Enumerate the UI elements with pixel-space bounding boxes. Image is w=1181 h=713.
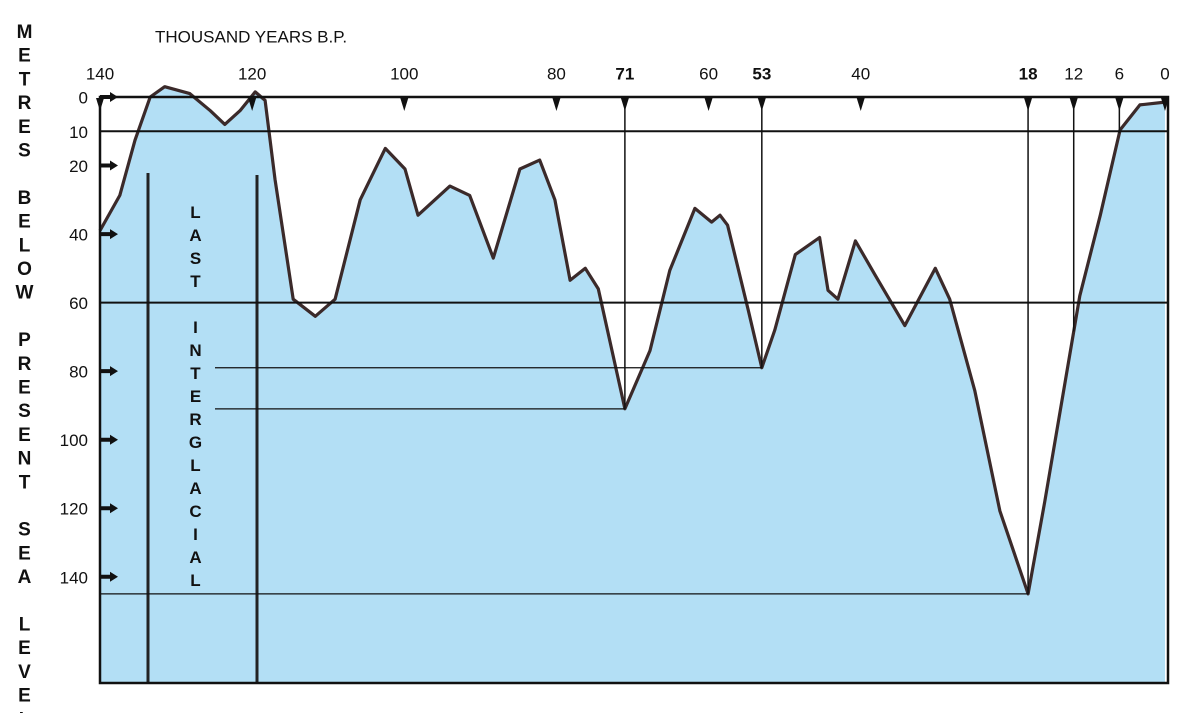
x-tick-label: 71: [615, 64, 634, 83]
x-tick-mark: [400, 98, 409, 111]
x-axis-label: THOUSAND YEARS B.P.: [155, 27, 347, 46]
x-tick-label: 80: [547, 64, 566, 83]
y-tick-label: 100: [60, 431, 88, 450]
y-tick-label: 0: [79, 88, 88, 107]
y-axis-label: METRES BELOW PRESENT SEA LEVEL: [14, 22, 35, 713]
y-tick-label: 80: [69, 363, 88, 382]
x-tick-label: 60: [699, 64, 718, 83]
y-tick-label: 20: [69, 157, 88, 176]
y-tick-label: 10: [69, 123, 88, 142]
x-tick-label: 100: [390, 64, 418, 83]
x-tick-label: 0: [1160, 64, 1169, 83]
y-tick-label: 120: [60, 500, 88, 519]
x-tick-mark: [96, 98, 104, 111]
y-tick-mark: [100, 229, 118, 240]
y-tick-mark: [100, 366, 118, 377]
y-tick-mark: [100, 434, 118, 445]
x-tick-mark: [704, 98, 713, 111]
x-tick-mark: [1161, 98, 1169, 111]
x-tick-label: 18: [1019, 64, 1038, 83]
y-tick-mark: [100, 503, 118, 514]
x-tick-label: 40: [851, 64, 870, 83]
y-tick-label: 60: [69, 294, 88, 313]
x-tick-mark: [856, 98, 865, 111]
x-tick-label: 6: [1115, 64, 1124, 83]
annotation: LAST INTERGLACIAL: [186, 203, 205, 594]
x-tick-label: 120: [238, 64, 266, 83]
x-tick-mark: [552, 98, 561, 111]
x-tick-label: 12: [1064, 64, 1083, 83]
frame: [98, 95, 1170, 685]
y-tick-mark: [100, 571, 118, 582]
y-tick-label: 140: [60, 568, 88, 587]
y-tick-mark: [100, 160, 118, 171]
x-tick-label: 53: [752, 64, 771, 83]
sea-level-line: [98, 85, 1166, 596]
x-tick-mark: [248, 98, 257, 111]
y-tick-label: 40: [69, 226, 88, 245]
x-tick-label: 140: [86, 64, 114, 83]
area-fill: [100, 86, 1165, 683]
y-tick-mark: [100, 92, 118, 102]
plot: [98, 85, 1166, 683]
